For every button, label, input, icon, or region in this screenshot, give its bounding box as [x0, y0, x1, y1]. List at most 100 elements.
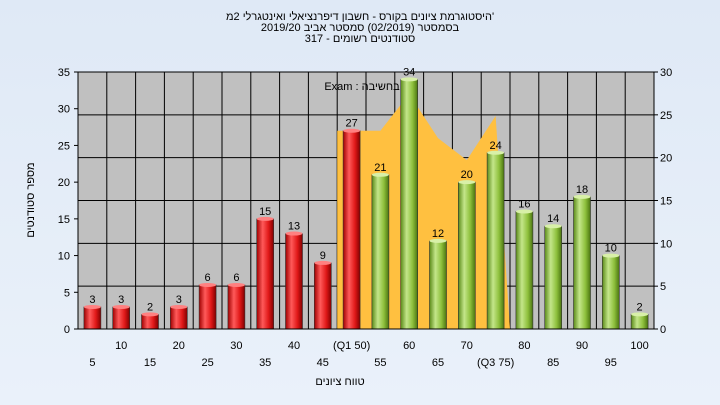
data-label: 16 [518, 199, 530, 211]
bar [486, 152, 505, 330]
data-label: 24 [489, 140, 501, 152]
data-label: 21 [374, 162, 386, 174]
bar [601, 255, 620, 330]
bar [573, 196, 591, 330]
bar [313, 262, 332, 330]
x-tick-label: (Q1 50) [333, 340, 370, 352]
data-label: 20 [461, 169, 473, 181]
bar-cap [631, 312, 649, 317]
bar-cap [227, 282, 245, 287]
bar [371, 174, 390, 330]
x-tick-label: 90 [576, 340, 588, 352]
bar-cap [487, 150, 505, 155]
x-tick-label: 85 [547, 357, 559, 369]
data-label: 2 [637, 301, 643, 313]
x-tick-label: 55 [374, 357, 386, 369]
x-tick-label: 100 [630, 340, 648, 352]
data-label: 9 [320, 250, 326, 262]
bar [515, 211, 534, 330]
y2-tick-label: 5 [660, 281, 666, 293]
x-tick-label: 45 [317, 357, 329, 369]
axes: 0 5 10 15 20 25 30 35 0 5 10 15 20 25 30 5 10 15 20 25 30 35 4… [58, 67, 673, 369]
x-tick-label: 10 [115, 340, 127, 352]
bar-cap [602, 253, 620, 258]
x-tick-label: 5 [89, 357, 95, 369]
x-tick-label: 60 [403, 340, 415, 352]
y-tick-label: 20 [58, 177, 70, 189]
bar-cap [112, 304, 130, 309]
y-tick-label: 15 [58, 214, 70, 226]
data-label: 15 [259, 206, 271, 218]
bar [429, 240, 447, 330]
bar-cap [343, 128, 361, 133]
y-tick-label: 10 [58, 251, 70, 263]
bar [256, 218, 275, 330]
data-label: 18 [576, 184, 588, 196]
bar-cap [83, 304, 101, 309]
bar-cap [544, 224, 562, 229]
y2-tick-label: 0 [660, 324, 666, 336]
y-tick-label: 5 [64, 287, 70, 299]
data-label: 6 [233, 272, 239, 284]
x-tick-label: 65 [432, 357, 444, 369]
x-tick-label: (Q3 75) [477, 357, 514, 369]
y2-tick-label: 10 [660, 238, 672, 250]
x-tick-label: 35 [259, 357, 271, 369]
bar [170, 306, 188, 330]
bar-cap [429, 238, 447, 243]
x-tick-label: 80 [518, 340, 530, 352]
bar [342, 130, 361, 330]
chart-title: היסטוגרמת ציונים בקורס - חשבון דיפרנציאל… [226, 10, 494, 45]
data-label: 6 [205, 272, 211, 284]
x-tick-label: 70 [461, 340, 473, 352]
bar-cap [314, 260, 332, 265]
data-label: 10 [605, 243, 617, 255]
bar-cap [458, 180, 476, 185]
bar [112, 306, 130, 330]
bar [198, 284, 217, 330]
y2-tick-label: 25 [660, 110, 672, 122]
y-tick-label: 30 [58, 104, 70, 116]
x-tick-label: 25 [201, 357, 213, 369]
x-tick-label: 15 [144, 357, 156, 369]
bar-cap [199, 282, 217, 287]
overlay-label: Exam : בחשיבה [324, 81, 400, 93]
x-axis-title: טווח ציונים [315, 376, 364, 388]
bar-cap [515, 209, 533, 214]
bar [83, 306, 102, 330]
bar-cap [371, 172, 389, 177]
bar [544, 225, 563, 330]
bar [227, 284, 246, 330]
data-label: 14 [547, 213, 559, 225]
data-label: 12 [432, 228, 444, 240]
bar [285, 233, 303, 330]
bar-cap [285, 231, 303, 236]
title-line: היסטוגרמת ציונים בקורס - חשבון דיפרנציאל… [226, 10, 494, 23]
y-axis-title: מספר סטודנטים [25, 162, 37, 237]
data-label: 34 [403, 66, 415, 78]
data-labels: 3 3 2 3 6 6 15 13 9 27 21 34 12 20 24 16 14 18 10 2 [89, 66, 642, 313]
y2-tick-label: 15 [660, 196, 672, 208]
bar-cap [141, 312, 159, 317]
title-line: בסמסטר (02/2019) סמסטר אביב 2019/20 [261, 22, 460, 34]
y-tick-label: 25 [58, 140, 70, 152]
bar-cap [573, 194, 591, 199]
bar-cap [256, 216, 274, 221]
data-label: 3 [89, 294, 95, 306]
bar [141, 314, 159, 330]
x-tick-label: 40 [288, 340, 300, 352]
bar-cap [400, 77, 418, 82]
x-tick-label: 20 [173, 340, 185, 352]
title-line: 317 - סטודנטים רשומים [305, 33, 416, 45]
bar [630, 314, 649, 330]
data-label: 3 [118, 294, 124, 306]
bar [457, 181, 476, 330]
data-label: 27 [345, 118, 357, 130]
bars [83, 77, 649, 330]
bar [400, 79, 419, 330]
bar-cap [170, 304, 188, 309]
data-label: 3 [176, 294, 182, 306]
data-label: 2 [147, 301, 153, 313]
y2-tick-label: 30 [660, 67, 672, 79]
